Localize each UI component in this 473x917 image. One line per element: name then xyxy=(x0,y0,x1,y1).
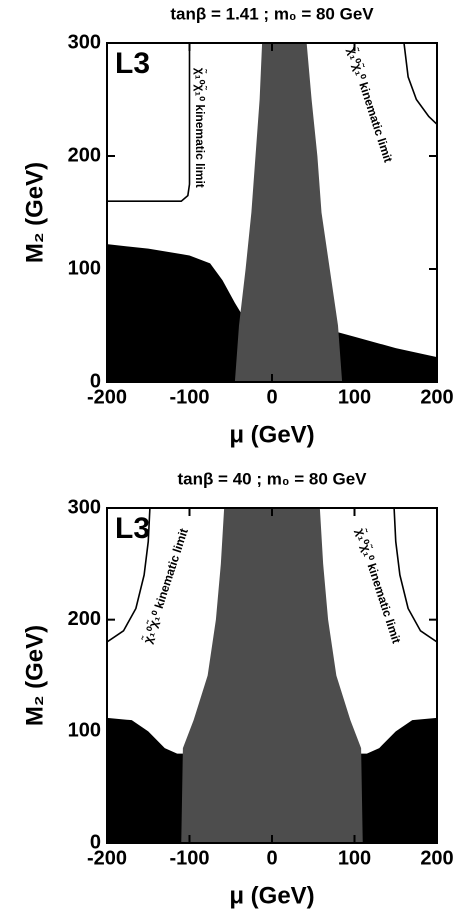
x-axis-label: μ (GeV) xyxy=(229,421,314,448)
x-tick-label: 0 xyxy=(266,386,277,408)
x-tick-label: 100 xyxy=(338,847,371,869)
kinematic-limit-curve xyxy=(107,43,191,202)
x-tick-label: 200 xyxy=(420,386,453,408)
x-tick-label: -100 xyxy=(169,847,209,869)
plot-area xyxy=(107,43,437,382)
y-tick-label: 100 xyxy=(68,257,101,279)
grey-region xyxy=(181,508,363,843)
plot-area xyxy=(107,508,437,843)
x-tick-label: 200 xyxy=(420,847,453,869)
y-tick-label: 300 xyxy=(68,31,101,53)
y-tick-label: 200 xyxy=(68,144,101,166)
y-axis-label: M₂ (GeV) xyxy=(21,162,48,263)
x-axis-label: μ (GeV) xyxy=(229,882,314,909)
y-tick-label: 200 xyxy=(68,608,101,630)
annotation: χ̃₁⁰χ̃₁⁰ kinematic limit xyxy=(193,68,208,188)
y-axis-label: M₂ (GeV) xyxy=(21,625,48,726)
kinematic-limit-curve xyxy=(403,43,437,125)
grey-region xyxy=(234,43,343,382)
kinematic-limit-curve xyxy=(393,508,437,643)
x-tick-label: 0 xyxy=(266,847,277,869)
x-tick-label: -100 xyxy=(169,386,209,408)
y-tick-label: 0 xyxy=(90,831,101,853)
panel-tag: L3 xyxy=(115,512,150,545)
x-tick-label: 100 xyxy=(338,386,371,408)
chart-title: tanβ = 40 ; m₀ = 80 GeV xyxy=(177,469,367,488)
chart-title: tanβ = 1.41 ; m₀ = 80 GeV xyxy=(170,4,374,23)
panel-tag: L3 xyxy=(115,47,150,80)
annotation: χ̃₁⁰χ̃₁⁰ kinematic limit xyxy=(345,45,396,164)
x-tick-label: -200 xyxy=(87,847,127,869)
x-tick-label: -200 xyxy=(87,386,127,408)
y-tick-label: 100 xyxy=(68,720,101,742)
excluded-region xyxy=(107,244,437,382)
y-tick-label: 0 xyxy=(90,370,101,392)
y-tick-label: 300 xyxy=(68,496,101,518)
kinematic-limit-curve xyxy=(107,508,151,643)
